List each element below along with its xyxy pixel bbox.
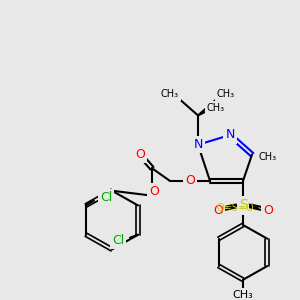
Text: O: O bbox=[185, 175, 195, 188]
Text: Cl: Cl bbox=[100, 191, 112, 204]
Text: O: O bbox=[213, 204, 223, 217]
Text: O=S=O: O=S=O bbox=[216, 203, 254, 213]
Text: O: O bbox=[263, 204, 273, 217]
Text: CH₃: CH₃ bbox=[207, 103, 225, 112]
Text: CH₃: CH₃ bbox=[259, 152, 277, 161]
Text: S: S bbox=[238, 198, 247, 212]
Text: CH₃: CH₃ bbox=[161, 89, 179, 99]
Text: N: N bbox=[225, 128, 235, 142]
Text: CH₃: CH₃ bbox=[217, 89, 235, 99]
Text: O: O bbox=[149, 185, 159, 198]
Text: CH₃: CH₃ bbox=[232, 290, 254, 300]
Text: Cl: Cl bbox=[112, 234, 124, 247]
Text: N: N bbox=[193, 138, 203, 151]
Text: O: O bbox=[135, 148, 145, 161]
